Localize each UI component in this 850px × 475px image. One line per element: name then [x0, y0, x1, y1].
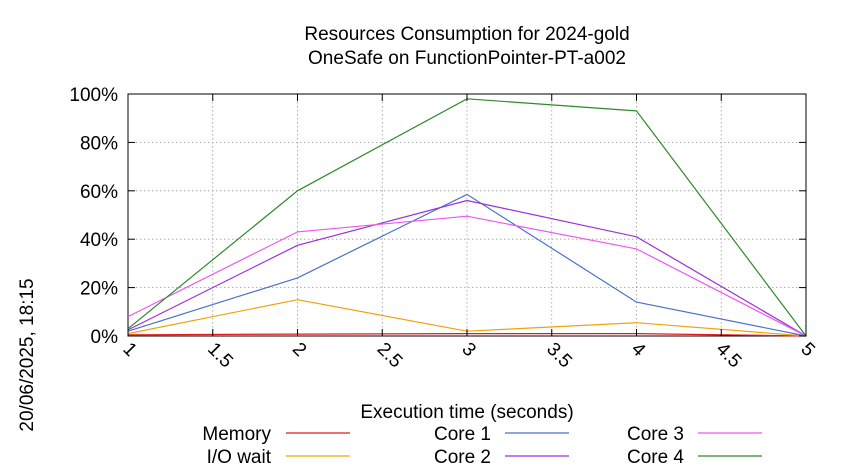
y-tick-label: 40%	[80, 230, 118, 251]
legend-label-core-1: Core 1	[434, 424, 491, 445]
x-axis: 1 1.5 2 2.5 3 3.5 4 4.5 5	[118, 94, 819, 373]
y-tick-label: 60%	[80, 182, 118, 203]
chart-subtitle: OneSafe on FunctionPointer-PT-a002	[308, 48, 626, 69]
legend-label-core-4: Core 4	[627, 447, 684, 468]
x-tick-label: 5	[796, 339, 818, 361]
legend-label-memory: Memory	[202, 424, 271, 445]
legend-label-core-2: Core 2	[434, 447, 491, 468]
y-tick-label: 80%	[80, 133, 118, 154]
series-line-core-3	[127, 215, 807, 337]
timestamp-label: 20/06/2025, 18:15	[17, 278, 38, 431]
series-line-core-1	[127, 193, 807, 337]
x-tick-label: 4	[627, 339, 650, 362]
y-axis: 0% 20% 40% 60% 80% 100%	[69, 85, 806, 348]
y-tick-label: 20%	[80, 279, 118, 300]
x-tick-label: 4.5	[712, 339, 746, 373]
x-axis-label: Execution time (seconds)	[360, 402, 573, 423]
x-tick-label: 2	[288, 339, 310, 361]
y-tick-label: 0%	[91, 327, 119, 348]
y-tick-label: 100%	[69, 85, 118, 106]
x-tick-label: 1	[118, 339, 140, 361]
legend-label-i-o-wait: I/O wait	[207, 447, 272, 468]
legend-label-core-3: Core 3	[627, 424, 684, 445]
x-tick-label: 3.5	[542, 339, 576, 373]
x-tick-label: 3	[457, 339, 479, 361]
grid	[128, 94, 806, 336]
x-tick-label: 1.5	[203, 339, 237, 373]
series-line-core-2	[127, 199, 807, 337]
x-tick-label: 2.5	[373, 339, 407, 373]
chart-title: Resources Consumption for 2024-gold	[304, 24, 629, 45]
